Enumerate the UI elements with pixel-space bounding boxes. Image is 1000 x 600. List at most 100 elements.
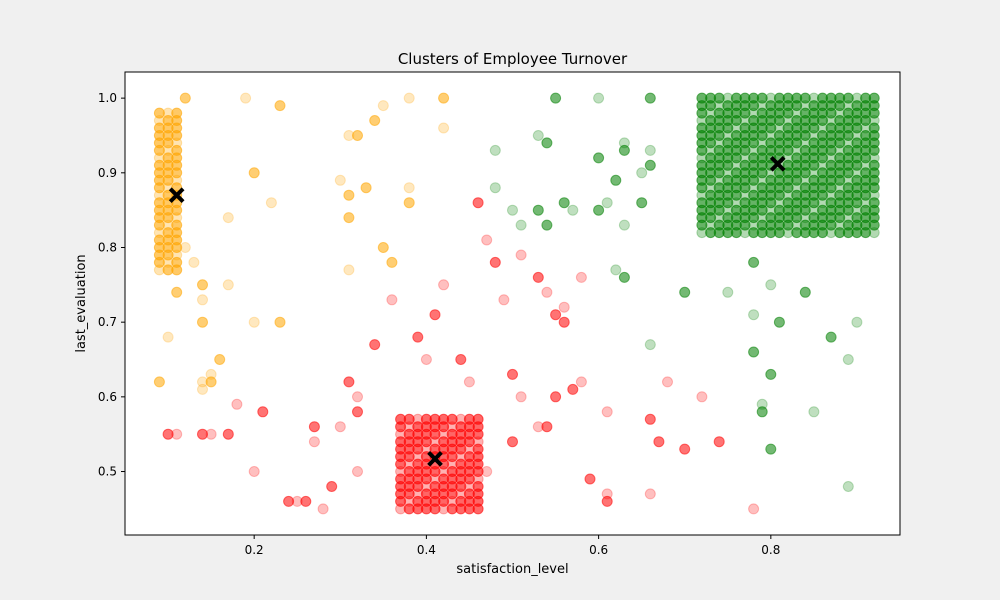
data-point: [472, 197, 484, 209]
x-tick-label: 0.8: [761, 543, 780, 557]
plot-frame: [124, 71, 901, 536]
data-point: [679, 286, 691, 298]
data-point: [868, 197, 880, 209]
data-point: [248, 316, 260, 328]
data-point: [222, 428, 234, 440]
data-point: [153, 107, 165, 119]
data-point: [765, 443, 777, 455]
data-point: [773, 316, 785, 328]
data-point: [532, 204, 544, 216]
data-point: [756, 406, 768, 418]
data-point: [601, 495, 613, 507]
data-point: [575, 376, 587, 388]
data-point: [507, 368, 518, 380]
data-point: [326, 481, 338, 492]
data-point: [438, 122, 450, 134]
data-point: [343, 376, 355, 388]
data-point: [377, 242, 389, 253]
data-point: [825, 331, 837, 343]
data-point: [197, 316, 208, 328]
data-point: [420, 354, 432, 365]
data-point: [842, 354, 854, 365]
data-point: [644, 488, 656, 500]
data-point: [274, 100, 286, 112]
data-point: [257, 406, 269, 418]
data-point: [446, 413, 458, 425]
data-point: [842, 481, 854, 492]
data-point: [593, 204, 605, 216]
data-point: [360, 182, 372, 194]
data-point: [197, 279, 208, 291]
data-point: [799, 286, 811, 298]
x-axis-ticks: 0.2 0.4 0.6 0.8: [245, 535, 780, 557]
data-point: [205, 428, 217, 440]
data-point: [610, 264, 622, 276]
data-point: [308, 421, 320, 433]
data-point: [429, 309, 441, 321]
data-point: [489, 256, 501, 268]
y-tick-label: 0.9: [98, 166, 117, 180]
data-point: [851, 316, 863, 328]
data-point: [748, 503, 760, 515]
data-point: [489, 182, 501, 194]
data-point: [868, 92, 880, 104]
data-point: [748, 309, 760, 321]
data-point: [162, 428, 174, 440]
data-point: [799, 92, 811, 104]
data-point: [593, 152, 605, 164]
data-point: [868, 159, 880, 171]
data-point: [377, 100, 389, 112]
data-point: [550, 309, 562, 321]
data-point: [618, 144, 630, 156]
data-point: [584, 473, 596, 485]
data-point: [722, 286, 734, 298]
data-point: [558, 197, 570, 209]
data-point: [515, 391, 527, 403]
data-point: [369, 115, 381, 126]
data-point: [171, 286, 183, 298]
data-point: [188, 256, 200, 268]
data-point: [352, 130, 363, 141]
data-point: [636, 197, 648, 209]
data-point: [610, 174, 622, 186]
data-point: [343, 189, 355, 201]
data-point: [171, 428, 183, 440]
data-point: [265, 197, 277, 209]
data-point: [403, 413, 415, 425]
data-point: [498, 294, 510, 306]
data-point: [550, 92, 562, 104]
data-point: [197, 428, 208, 440]
data-point: [713, 92, 725, 104]
y-axis-label: last_evaluation: [74, 254, 89, 352]
data-point: [403, 197, 415, 209]
data-point: [567, 204, 579, 216]
data-point: [179, 92, 191, 104]
data-point: [472, 413, 484, 425]
data-point: [352, 391, 363, 403]
data-point: [662, 376, 673, 388]
data-point: [403, 182, 415, 194]
data-point: [696, 391, 708, 403]
data-point: [222, 279, 234, 291]
data-point: [679, 443, 691, 455]
data-point: [300, 495, 312, 507]
x-tick-label: 0.4: [417, 543, 436, 557]
data-point: [343, 264, 355, 276]
data-point: [507, 204, 518, 216]
data-point: [334, 421, 346, 433]
data-point: [558, 316, 570, 328]
data-point: [214, 354, 226, 365]
chart-title: Clusters of Employee Turnover: [398, 50, 628, 68]
data-point: [463, 376, 475, 388]
data-point: [386, 256, 398, 268]
data-point: [601, 197, 613, 209]
data-point: [541, 137, 553, 149]
data-point: [231, 398, 243, 410]
data-point: [240, 92, 252, 104]
data-point: [197, 294, 208, 306]
data-point: [765, 279, 777, 291]
data-point: [438, 92, 450, 104]
data-point: [197, 383, 208, 395]
data-point: [352, 466, 363, 477]
